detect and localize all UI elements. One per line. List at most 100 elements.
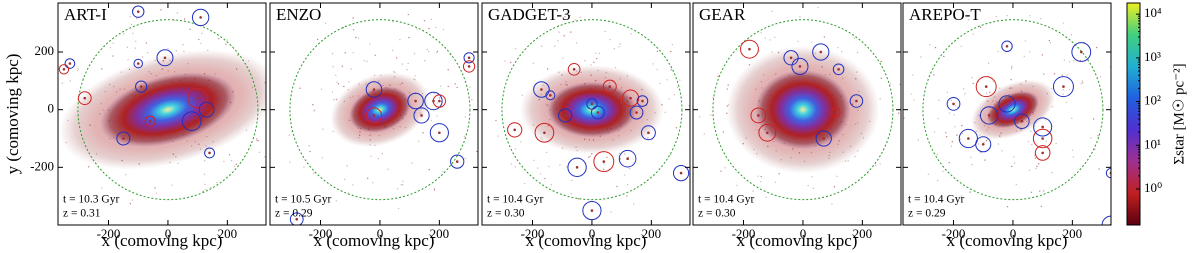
- particle: [109, 47, 112, 49]
- particle: [210, 186, 212, 189]
- particle: [204, 183, 206, 186]
- particle: [436, 115, 438, 117]
- particle: [942, 170, 944, 173]
- particle: [950, 99, 953, 102]
- particle: [1041, 54, 1044, 56]
- particle: [584, 59, 586, 62]
- x-axis-label: x (comoving kpc): [947, 231, 1068, 250]
- particle: [594, 52, 597, 55]
- particle: [951, 140, 954, 143]
- particle: [428, 27, 430, 30]
- x-tick-label: 200: [1063, 226, 1083, 241]
- particle: [331, 91, 334, 93]
- particle: [972, 33, 975, 35]
- subhalo: [832, 63, 845, 76]
- subhalo: [812, 43, 830, 61]
- x-tick-label: 0: [800, 226, 807, 241]
- satellite: [590, 209, 594, 212]
- subhalo: [629, 105, 644, 120]
- satellite: [635, 111, 638, 114]
- particle: [135, 40, 137, 43]
- panel-image: [903, 3, 1111, 225]
- particle: [1031, 143, 1033, 146]
- subhalo: [567, 62, 581, 76]
- particle: [175, 50, 178, 52]
- particle: [817, 6, 819, 9]
- particle: [223, 160, 225, 163]
- particle: [933, 74, 935, 76]
- x-axis-label: x (comoving kpc): [314, 231, 435, 250]
- satellite: [757, 114, 760, 117]
- subhalo: [998, 95, 1016, 113]
- x-axis-label: x (comoving kpc): [526, 231, 647, 250]
- colorbar-tick-label: 10³: [1144, 49, 1161, 64]
- particle: [514, 48, 517, 50]
- particle: [671, 43, 674, 46]
- satellite: [641, 99, 644, 103]
- particle: [670, 69, 672, 71]
- satellite: [765, 131, 769, 135]
- particle: [132, 32, 134, 35]
- panel: -200 0 200 ENZO t = 10.5 Gyr z = 0.29x (comov…: [269, 2, 479, 250]
- particle: [1037, 162, 1040, 165]
- particle: [1061, 74, 1064, 76]
- satellite: [834, 111, 837, 114]
- particle: [954, 125, 956, 128]
- particle: [774, 36, 776, 39]
- particle: [875, 164, 877, 166]
- particle: [559, 164, 561, 166]
- particle: [604, 30, 606, 33]
- particle: [1068, 61, 1071, 63]
- particle: [332, 130, 334, 133]
- satellite: [208, 151, 211, 155]
- particle: [953, 114, 955, 116]
- particle: [69, 80, 72, 82]
- particle: [1029, 51, 1031, 53]
- particle: [1030, 130, 1032, 132]
- subhalo: [958, 128, 978, 149]
- particle: [204, 173, 206, 176]
- particle: [630, 33, 632, 35]
- particle: [1043, 73, 1045, 75]
- particle: [87, 166, 90, 168]
- satellite: [984, 85, 988, 88]
- particle: [546, 68, 549, 70]
- particle: [433, 189, 436, 191]
- subhalo: [432, 94, 446, 108]
- particle: [771, 10, 773, 12]
- particle: [309, 150, 311, 153]
- annotation: t = 10.4 Gyr: [698, 194, 754, 206]
- particle: [945, 135, 948, 138]
- satellite: [190, 119, 194, 123]
- particle: [235, 163, 238, 165]
- particle: [831, 203, 833, 205]
- particle: [417, 140, 420, 143]
- particle: [439, 85, 442, 87]
- particle: [610, 211, 612, 213]
- particle: [413, 53, 416, 55]
- colorbar-label: Σstar [M☉ pc⁻²]: [1171, 63, 1187, 164]
- particle: [618, 152, 621, 155]
- particle: [408, 36, 410, 39]
- particle: [602, 168, 605, 170]
- particle: [399, 39, 401, 41]
- particle: [324, 22, 327, 24]
- subhalo: [830, 107, 841, 118]
- satellite: [455, 160, 459, 163]
- particle: [1080, 82, 1083, 85]
- particle: [960, 195, 963, 197]
- particle: [565, 166, 568, 168]
- particle: [369, 43, 371, 45]
- x-tick-label: -200: [521, 226, 545, 241]
- particle: [299, 87, 301, 89]
- particle: [426, 48, 428, 51]
- particle: [913, 99, 915, 101]
- satellite: [967, 137, 970, 140]
- subhalo: [618, 149, 637, 168]
- particle: [812, 187, 814, 190]
- particle: [1024, 40, 1027, 42]
- particle: [125, 173, 127, 176]
- particle: [679, 79, 681, 81]
- particle: [1081, 80, 1084, 82]
- particle: [407, 13, 410, 16]
